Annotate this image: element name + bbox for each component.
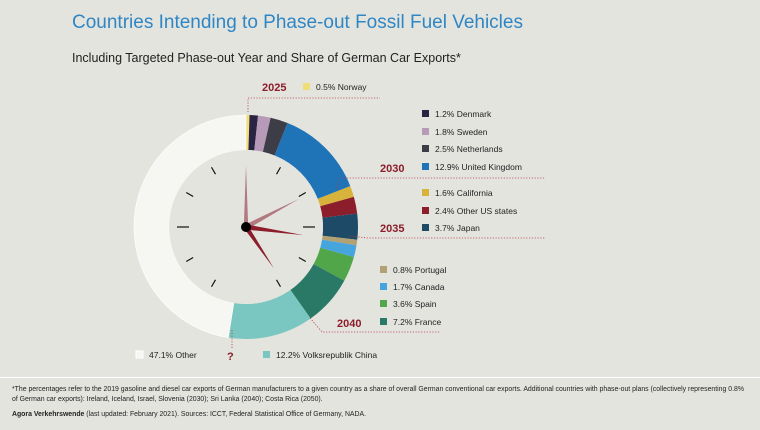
legend-swatch [135,350,144,359]
legend-item-sweden: 1.8% Sweden [422,127,488,137]
footer-divider [0,377,760,378]
clock-face [169,150,323,304]
clock-hand-2040 [244,225,274,269]
legend-item-other-us-states: 2.4% Other US states [422,206,517,216]
source-org: Agora Verkehrswende [12,411,85,418]
legend-label: 47.1% Other [149,350,197,360]
legend-swatch [422,163,429,170]
legend-item-norway: 0.5% Norway [303,82,367,92]
slice-sweden [254,115,271,152]
legend-item-france: 7.2% France [380,317,441,327]
slice-portugal [321,235,358,246]
legend-item-united-kingdom: 12.9% United Kingdom [422,162,522,172]
legend-swatch [380,318,387,325]
slice-france [290,263,345,319]
legend-swatch [380,300,387,307]
legend: 0.5% Norway 1.2% Denmark 1.8% Sweden 2.5% N… [135,82,522,360]
clock-tick [185,191,194,198]
clock-tick [298,191,307,198]
slice-california [317,186,354,207]
legend-swatch [303,83,310,90]
legend-label: 3.7% Japan [435,223,480,233]
legend-label: 2.4% Other US states [435,206,517,216]
legend-item-portugal: 0.8% Portugal [380,265,447,275]
legend-item-volksrepublik-china: 12.2% Volksrepublik China [263,350,377,360]
legend-label: 0.5% Norway [316,82,367,92]
year-label-2035: 2035 [380,223,404,235]
legend-item-japan: 3.7% Japan [422,223,480,233]
legend-swatch [380,283,387,290]
clock-center [241,222,251,232]
year-markers: 2025 2030 2035 2040? [227,82,404,363]
slice-volksrepublik-china [228,289,311,339]
leader-line [309,317,440,333]
slice-japan [322,213,358,240]
clock-tick [185,256,194,263]
clock-tick [275,279,282,288]
legend-swatch [380,266,387,273]
legend-label: 0.8% Portugal [393,265,447,275]
slice-norway [246,115,250,151]
legend-label: 7.2% France [393,317,441,327]
year-label-unknown: ? [227,351,234,363]
source-line: Agora Verkehrswende (last updated: Febru… [12,411,366,418]
leader-line [335,177,545,191]
legend-label: 1.2% Denmark [435,109,492,119]
slice-spain [313,247,354,281]
clock-tick [210,166,217,175]
legend-item-spain: 3.6% Spain [380,299,437,309]
year-label-2040: 2040 [337,318,361,330]
clock-hand-2035 [245,224,304,236]
legend-label: 12.9% United Kingdom [435,162,522,172]
chart-title: Countries Intending to Phase-out Fossil … [72,12,523,33]
chart-subtitle: Including Targeted Phase-out Year and Sh… [72,51,461,65]
slice-denmark [248,115,259,151]
clock-hand-2030 [244,198,299,230]
legend-label: 1.6% California [435,188,493,198]
clock-tick [275,166,282,175]
legend-item-netherlands: 2.5% Netherlands [422,144,503,154]
leader-lines [231,97,545,348]
slice-united-kingdom [274,122,351,199]
legend-swatch [422,224,429,231]
slice-netherlands [262,117,288,156]
legend-swatch [263,351,270,358]
clock-tick [298,256,307,263]
year-label-2025: 2025 [262,82,286,94]
year-label-2030: 2030 [380,163,404,175]
legend-label: 2.5% Netherlands [435,144,503,154]
legend-swatch [422,145,429,152]
clock-hand-2025 [243,165,249,227]
slices [133,114,358,339]
legend-label: 3.6% Spain [393,299,437,309]
leader-line [247,97,380,112]
slice-canada [320,239,357,258]
legend-swatch [422,128,429,135]
source-text: (last updated: February 2021). Sources: … [84,411,366,418]
slice-other-us-states [320,196,358,218]
footnote: *The percentages refer to the 2019 gasol… [12,386,744,403]
legend-label: 1.8% Sweden [435,127,488,137]
legend-label: 1.7% Canada [393,282,445,292]
leader-line [349,235,545,239]
legend-item-other: 47.1% Other [135,350,197,360]
legend-item-canada: 1.7% Canada [380,282,445,292]
legend-label: 12.2% Volksrepublik China [276,350,377,360]
legend-swatch [422,207,429,214]
donut-clock-chart: 0.5% Norway 1.2% Denmark 1.8% Sweden 2.5% N… [133,82,545,363]
clock-tick [210,279,217,288]
legend-swatch [422,110,429,117]
legend-item-denmark: 1.2% Denmark [422,109,492,119]
legend-swatch [422,189,429,196]
legend-item-california: 1.6% California [422,188,493,198]
